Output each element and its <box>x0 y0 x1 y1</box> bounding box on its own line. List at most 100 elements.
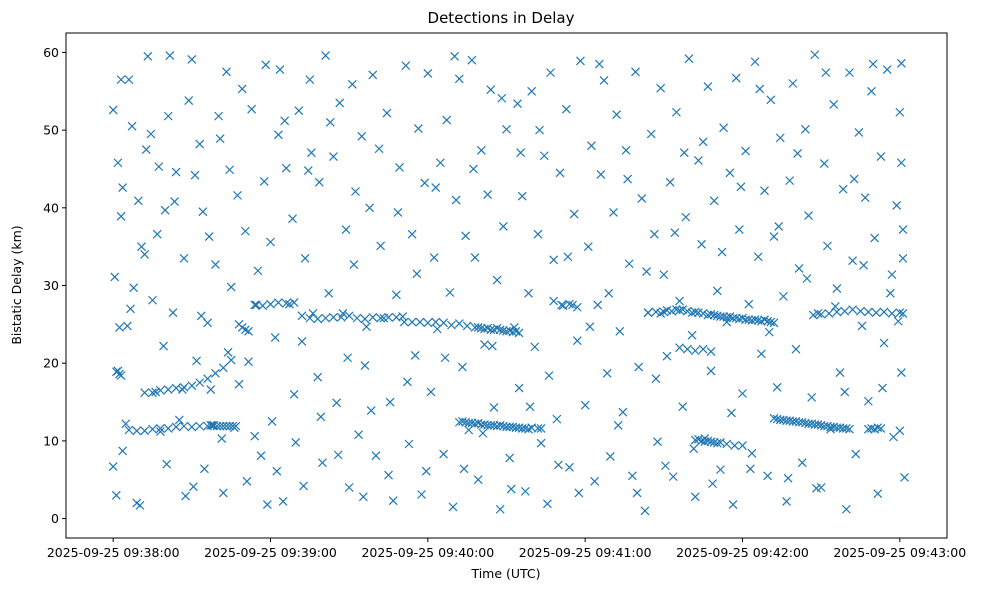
data-point-marker <box>313 314 323 324</box>
data-point-marker <box>656 83 666 93</box>
data-point-marker <box>261 60 271 70</box>
data-point-marker <box>487 341 497 351</box>
data-point-marker <box>281 298 291 308</box>
data-point-marker <box>613 420 623 430</box>
data-point-marker <box>549 255 559 265</box>
data-point-marker <box>489 420 499 430</box>
data-point-marker <box>845 68 854 78</box>
data-point-marker <box>774 222 784 231</box>
data-point-marker <box>788 79 798 88</box>
data-point-marker <box>160 205 170 215</box>
data-point-marker <box>879 338 889 348</box>
data-point-marker <box>155 385 165 395</box>
data-point-marker <box>206 385 216 395</box>
data-point-marker <box>712 438 722 448</box>
data-point-marker <box>660 461 670 471</box>
data-point-marker <box>492 421 502 431</box>
data-point-marker <box>750 57 760 67</box>
data-point-marker <box>467 418 477 428</box>
data-point-marker <box>426 387 436 397</box>
data-point-marker <box>708 479 718 489</box>
data-point-marker <box>211 368 220 378</box>
data-point-marker <box>451 195 461 205</box>
data-point-marker <box>851 449 861 459</box>
data-point-marker <box>857 321 867 331</box>
data-point-marker <box>860 193 870 203</box>
data-points <box>108 50 909 516</box>
x-tick-label: 2025-09-25 09:43:00 <box>833 545 966 560</box>
data-point-marker <box>247 104 257 114</box>
data-point-marker <box>502 124 511 134</box>
data-point-marker <box>226 282 236 292</box>
data-point-marker <box>352 313 362 323</box>
data-point-marker <box>651 307 661 317</box>
data-point-marker <box>333 450 343 460</box>
data-point-marker <box>187 422 197 432</box>
data-point-marker <box>605 451 615 461</box>
data-point-marker <box>273 298 283 308</box>
data-point-marker <box>270 333 280 342</box>
data-point-marker <box>195 139 205 149</box>
data-point-marker <box>845 424 854 434</box>
data-point-marker <box>829 100 839 109</box>
data-point-marker <box>181 491 190 501</box>
data-point-marker <box>415 317 425 327</box>
data-point-marker <box>439 318 448 328</box>
data-point-marker <box>118 183 128 193</box>
data-point-marker <box>358 492 368 502</box>
data-point-marker <box>137 242 146 252</box>
data-point-marker <box>174 415 184 425</box>
data-point-marker <box>709 196 719 206</box>
data-point-marker <box>163 111 173 121</box>
data-point-marker <box>226 355 236 365</box>
data-point-marker <box>124 425 134 435</box>
data-point-marker <box>222 67 231 77</box>
data-point-marker <box>670 228 680 238</box>
data-point-marker <box>549 296 559 306</box>
y-axis-label: Bistatic Delay (km) <box>9 225 24 344</box>
data-point-marker <box>730 441 740 450</box>
data-point-marker <box>421 466 431 476</box>
data-point-marker <box>374 144 384 154</box>
data-point-marker <box>646 129 656 139</box>
data-point-marker <box>678 305 688 315</box>
data-point-marker <box>871 308 881 318</box>
data-point-marker <box>535 125 544 135</box>
data-point-marker <box>868 59 878 69</box>
data-point-marker <box>189 482 198 492</box>
data-point-marker <box>706 347 716 356</box>
data-point-marker <box>681 212 691 222</box>
data-point-marker <box>222 421 231 431</box>
data-point-marker <box>563 252 573 262</box>
data-point-marker <box>280 116 290 126</box>
data-point-marker <box>129 283 139 293</box>
data-point-marker <box>233 190 242 200</box>
data-point-marker <box>242 476 252 486</box>
data-point-marker <box>335 98 345 108</box>
chart-title: Detections in Delay <box>428 9 575 27</box>
data-point-marker <box>698 344 708 354</box>
data-point-marker <box>859 260 869 270</box>
data-point-marker <box>486 85 496 95</box>
data-point-marker <box>769 318 779 328</box>
data-point-marker <box>841 424 851 433</box>
data-point-marker <box>492 275 502 285</box>
data-point-marker <box>231 421 241 431</box>
data-point-marker <box>171 422 181 432</box>
data-point-marker <box>351 187 360 196</box>
data-point-marker <box>734 225 744 234</box>
data-point-marker <box>731 73 741 83</box>
data-point-marker <box>552 414 562 424</box>
data-point-marker <box>343 353 353 363</box>
data-point-marker <box>423 68 433 78</box>
x-axis-label: Time (UTC) <box>470 566 540 581</box>
data-point-marker <box>557 300 566 310</box>
data-point-marker <box>413 124 423 133</box>
data-point-marker <box>376 241 386 251</box>
data-point-marker <box>344 311 354 321</box>
data-point-marker <box>360 361 370 370</box>
data-point-marker <box>124 75 134 85</box>
data-point-marker <box>480 340 489 349</box>
data-point-marker <box>291 438 301 447</box>
data-point-marker <box>431 183 441 193</box>
